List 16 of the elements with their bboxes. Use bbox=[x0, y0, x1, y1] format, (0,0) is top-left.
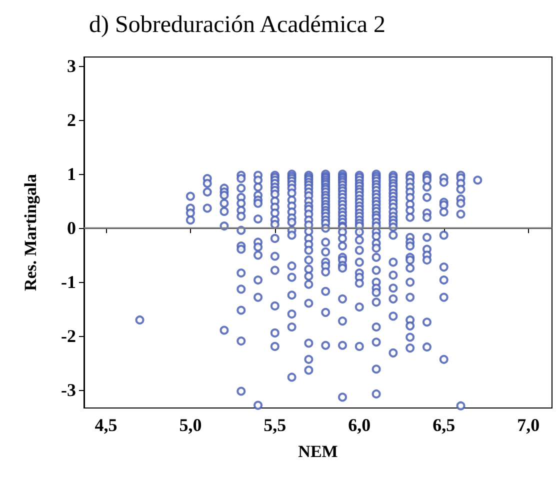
x-tick-label: 4,5 bbox=[94, 415, 118, 435]
y-tick-label: 2 bbox=[67, 110, 76, 130]
y-tick-label: 0 bbox=[67, 218, 76, 238]
x-tick-label: 5,0 bbox=[179, 415, 202, 435]
x-tick-label: 5,5 bbox=[264, 415, 286, 435]
chart-title: d) Sobreduración Académica 2 bbox=[89, 12, 386, 38]
x-tick-label: 6,5 bbox=[432, 415, 456, 435]
y-tick-label: 1 bbox=[67, 164, 76, 184]
x-tick-label: 7,0 bbox=[517, 415, 540, 435]
y-tick-label: -3 bbox=[61, 380, 76, 400]
y-tick-label: -2 bbox=[61, 326, 76, 346]
y-tick-label: -1 bbox=[61, 272, 76, 292]
x-tick-label: 6,0 bbox=[348, 415, 371, 435]
y-tick-label: 3 bbox=[67, 56, 76, 76]
y-axis-title: Res. Martingala bbox=[21, 173, 40, 292]
x-axis-title: NEM bbox=[298, 442, 338, 461]
